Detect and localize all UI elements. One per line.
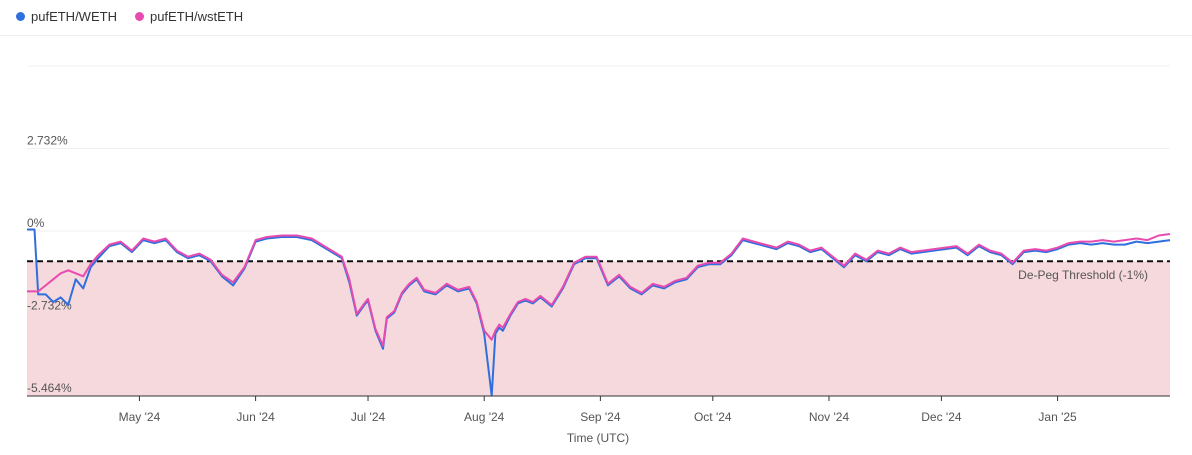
legend-divider (0, 35, 1192, 36)
x-tick-label: Jan '25 (1038, 410, 1077, 424)
y-tick-label: -5.464% (27, 381, 72, 395)
y-axis-labels: 2.732% 0% -2.732% -5.464% (27, 134, 72, 396)
series-line-wsteth (27, 233, 1171, 347)
legend-item-wsteth[interactable]: pufETH/wstETH (134, 9, 244, 24)
legend-label-weth: pufETH/WETH (31, 9, 117, 24)
depeg-zone (27, 261, 1170, 396)
threshold-label: De-Peg Threshold (-1%) (1018, 268, 1148, 282)
x-axis-title: Time (UTC) (567, 431, 629, 445)
x-tick-label: Sep '24 (580, 410, 621, 424)
y-tick-label: 0% (27, 216, 45, 230)
legend-dot-weth (16, 12, 25, 21)
x-tick-label: Dec '24 (921, 410, 962, 424)
x-tick-label: Jun '24 (236, 410, 275, 424)
x-axis: May '24 Jun '24 Jul '24 Aug '24 Sep '24 Oct '… (27, 395, 1170, 424)
y-tick-label: -2.732% (27, 299, 72, 313)
series-line-weth (27, 228, 1171, 397)
x-tick-label: Aug '24 (464, 410, 505, 424)
legend: pufETH/WETH pufETH/wstETH (16, 9, 243, 24)
x-tick-label: Jul '24 (351, 410, 386, 424)
x-tick-label: Nov '24 (809, 410, 850, 424)
series-lines (27, 228, 1171, 397)
depeg-zone-fill (27, 261, 1170, 396)
x-tick-label: Oct '24 (694, 410, 732, 424)
legend-item-weth[interactable]: pufETH/WETH (16, 9, 117, 24)
x-tick-label: May '24 (119, 410, 161, 424)
legend-label-wsteth: pufETH/wstETH (149, 9, 244, 24)
legend-dot-wsteth (134, 12, 144, 21)
y-tick-label: 2.732% (27, 134, 68, 148)
